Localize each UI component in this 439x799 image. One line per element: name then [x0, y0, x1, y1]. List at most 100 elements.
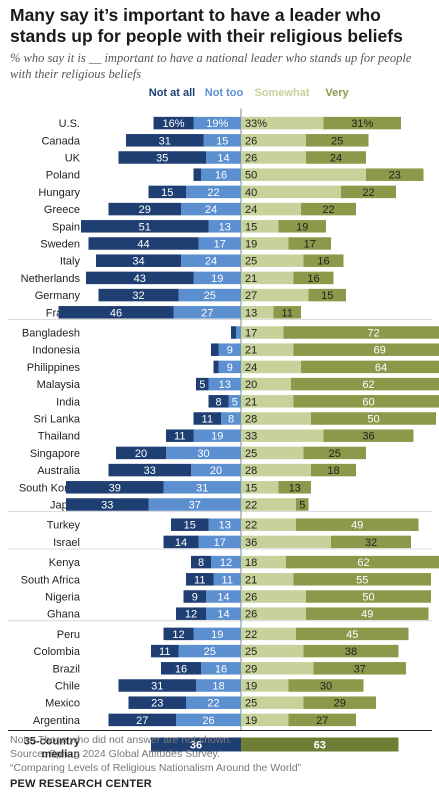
- value-label-not-too: 30: [197, 448, 209, 460]
- value-label-not-at-all: 9: [192, 592, 198, 604]
- bar-not-at-all: [66, 481, 164, 494]
- bar-very: [303, 446, 366, 460]
- bar-not-at-all: [81, 220, 209, 233]
- bar-somewhat: [241, 696, 304, 709]
- value-label-somewhat: 22: [245, 629, 257, 641]
- bar-not-too: [203, 134, 241, 147]
- bar-not-too: [228, 395, 241, 408]
- country-label: Bangladesh: [22, 328, 80, 340]
- value-label-not-too: 19: [211, 629, 223, 641]
- value-label-not-too: 8: [228, 414, 234, 426]
- value-label-somewhat: 19: [245, 681, 257, 693]
- value-label-not-too: 26: [202, 715, 214, 727]
- value-label-somewhat: 36: [245, 537, 257, 549]
- country-label: Philippines: [27, 362, 81, 374]
- bar-somewhat: [241, 168, 366, 181]
- bar-somewhat: [241, 662, 314, 675]
- value-label-very: 62: [362, 379, 374, 391]
- value-label-not-too: 16: [215, 663, 227, 675]
- value-label-very: 22: [322, 204, 334, 216]
- bar-somewhat: [241, 326, 284, 339]
- value-label-somewhat: 22: [245, 520, 257, 532]
- bar-somewhat: [241, 271, 294, 285]
- value-label-not-too: 27: [201, 307, 213, 319]
- bar-not-too: [186, 185, 241, 199]
- value-label-not-too: 19: [211, 273, 223, 285]
- bar-not-at-all: [151, 644, 179, 658]
- bar-not-at-all: [108, 713, 176, 727]
- bar-somewhat: [241, 412, 311, 425]
- bar-not-too: [178, 288, 241, 302]
- bar-somewhat: [241, 535, 331, 549]
- bar-somewhat: [241, 254, 304, 267]
- bar-not-too: [193, 271, 241, 285]
- bar-not-too: [236, 326, 241, 339]
- value-label-very: 15: [321, 290, 333, 302]
- value-label-not-too: 11: [222, 574, 233, 586]
- bar-very: [323, 429, 414, 442]
- value-label-not-at-all: 11: [174, 431, 185, 443]
- bar-not-too: [148, 498, 241, 511]
- bar-not-too: [173, 306, 241, 319]
- report-title-text: “Comparing Levels of Religious Nationali…: [10, 762, 302, 774]
- bar-somewhat: [241, 627, 296, 641]
- bar-very: [306, 590, 431, 603]
- bar-not-too: [206, 151, 241, 164]
- value-label-not-at-all: 23: [151, 698, 163, 710]
- value-label-somewhat: 13: [245, 307, 257, 319]
- bar-somewhat: [241, 429, 324, 442]
- bar-not-at-all: [163, 535, 199, 549]
- value-label-very: 69: [374, 345, 386, 357]
- bar-not-too: [208, 377, 241, 391]
- country-label: Thailand: [38, 431, 80, 443]
- bar-not-at-all: [126, 134, 204, 147]
- bar-somewhat: [241, 360, 301, 374]
- bar-very: [366, 168, 424, 181]
- value-label-not-too: 31: [196, 482, 208, 494]
- bar-not-at-all: [148, 185, 186, 199]
- legend-not-at-all: Not at all: [149, 87, 195, 99]
- bar-very: [323, 116, 401, 130]
- value-label-very: 22: [362, 187, 374, 199]
- value-label-somewhat: 26: [245, 135, 257, 147]
- value-label-very: 11: [282, 307, 293, 319]
- value-label-not-at-all: 14: [175, 537, 187, 549]
- bar-somewhat: [241, 498, 296, 511]
- value-label-not-too: 13: [219, 520, 231, 532]
- bar-very: [303, 696, 376, 709]
- value-label-very: 50: [367, 414, 379, 426]
- value-label-not-at-all: 11: [202, 414, 213, 426]
- value-label-not-too: 14: [217, 592, 229, 604]
- value-label-somewhat: 28: [245, 465, 257, 477]
- bar-not-at-all: [118, 679, 196, 692]
- value-label-not-at-all: 15: [184, 520, 196, 532]
- value-label-very: 5: [299, 500, 305, 512]
- bar-not-too: [221, 412, 241, 425]
- value-label-very: 32: [365, 537, 377, 549]
- country-label: Australia: [37, 465, 81, 477]
- bar-not-at-all: [211, 343, 219, 356]
- value-label-very: 60: [362, 396, 374, 408]
- value-label-very: 37: [354, 663, 366, 675]
- bar-not-too: [198, 535, 241, 549]
- country-label: Sweden: [40, 239, 80, 251]
- country-label: Hungary: [38, 187, 80, 199]
- bar-not-at-all: [118, 151, 206, 164]
- bar-somewhat: [241, 644, 304, 658]
- value-label-not-at-all: 35: [156, 153, 168, 165]
- value-label-very: 25: [329, 448, 341, 460]
- value-label-not-too: 24: [205, 204, 217, 216]
- bar-somewhat: [241, 679, 289, 692]
- bar-not-too: [191, 463, 241, 477]
- legend-not-too: Not too: [205, 87, 244, 99]
- bar-not-at-all: [116, 446, 166, 460]
- bar-very: [301, 202, 356, 216]
- bar-very: [311, 412, 436, 425]
- bar-not-too: [201, 168, 241, 181]
- value-label-somewhat: 21: [245, 273, 257, 285]
- value-label-very: 36: [362, 431, 374, 443]
- value-label-not-at-all: 34: [132, 256, 144, 268]
- source-text: Source: Spring 2024 Global Attitudes Sur…: [10, 748, 220, 760]
- bar-not-too: [176, 713, 241, 727]
- value-label-not-too: 18: [212, 681, 224, 693]
